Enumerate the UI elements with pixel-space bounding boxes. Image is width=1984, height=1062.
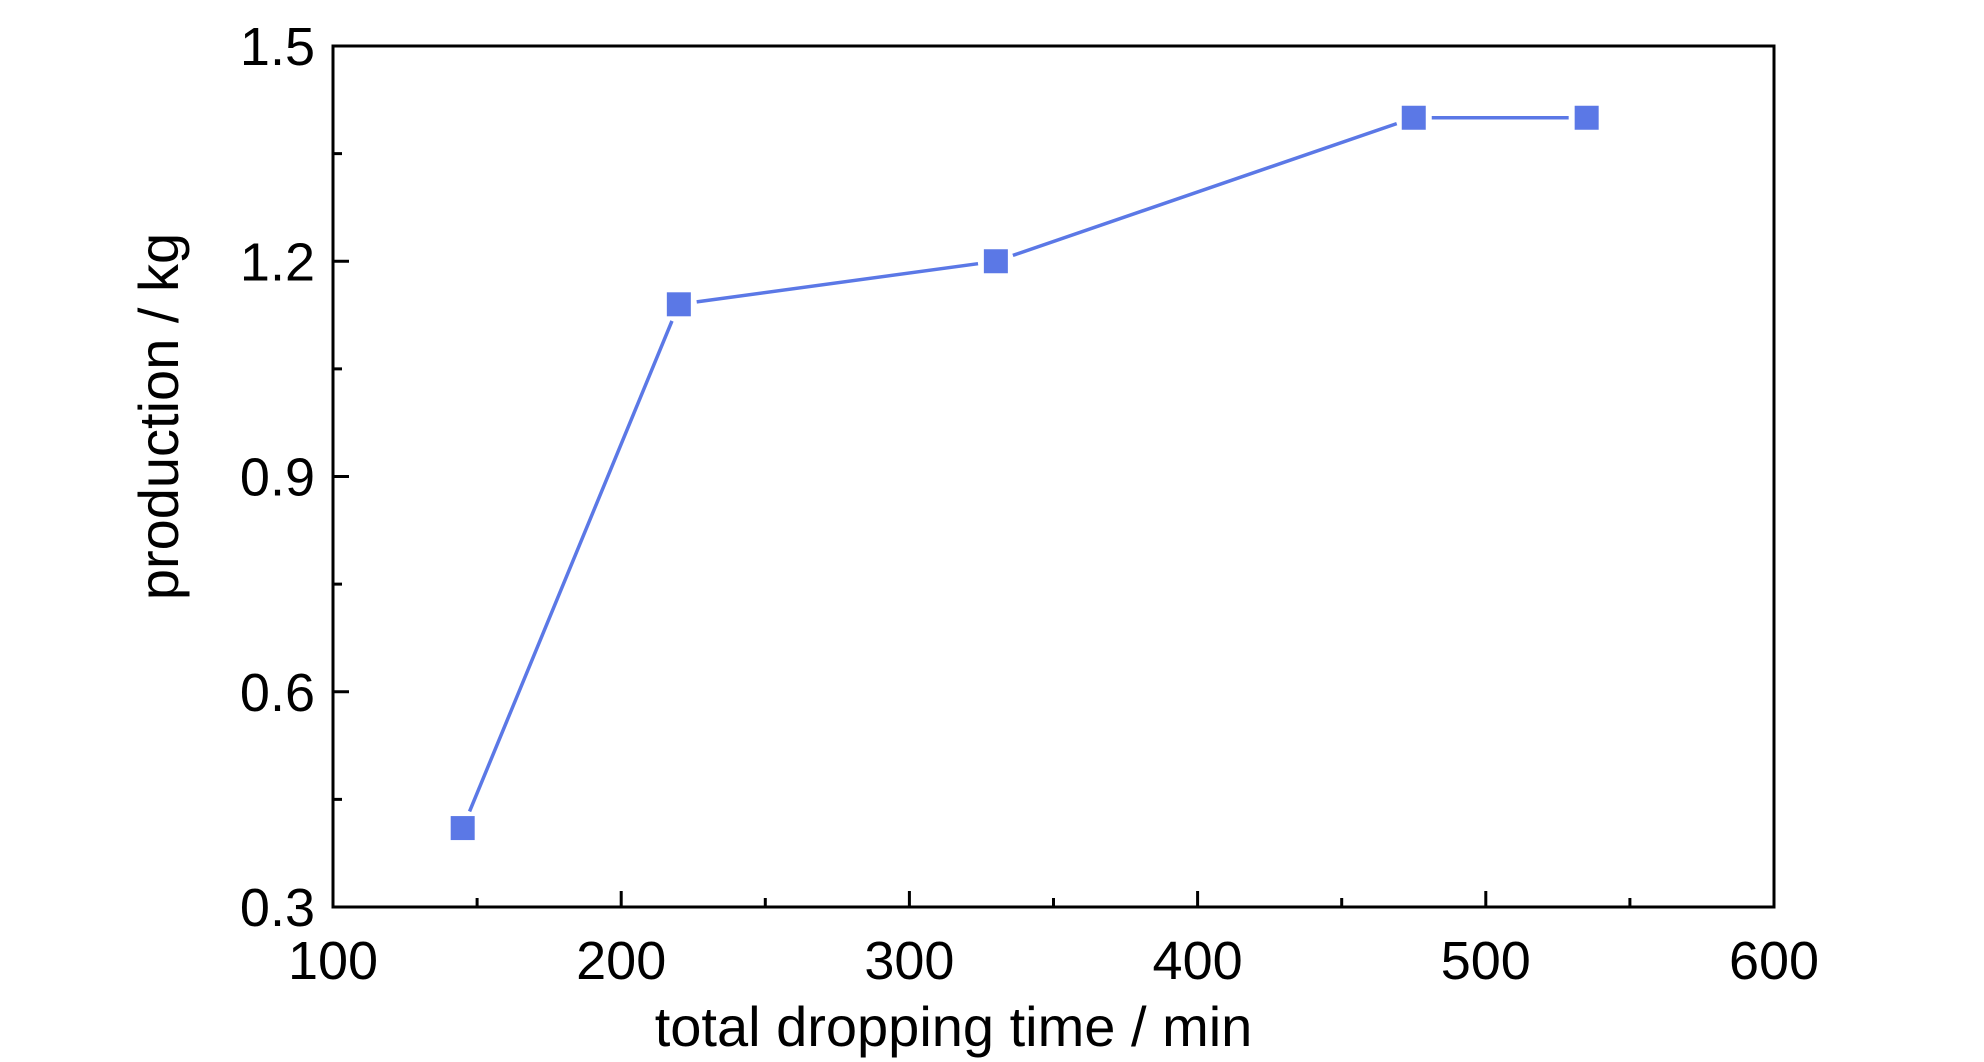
series-layer — [450, 105, 1599, 841]
series-line-segment — [1012, 121, 1398, 258]
axis-ticks — [331, 44, 1776, 909]
x-tick-label: 500 — [1441, 931, 1531, 991]
x-tick-label: 200 — [576, 931, 666, 991]
y-axis-title: production / kg — [127, 233, 190, 600]
data-point-marker — [983, 249, 1008, 274]
y-tick-label: 0.3 — [240, 878, 315, 938]
x-tick-label: 100 — [288, 931, 378, 991]
data-point-marker — [450, 816, 475, 841]
x-tick-label: 400 — [1153, 931, 1243, 991]
series-line-segment — [696, 261, 979, 304]
x-tick-label: 600 — [1729, 931, 1819, 991]
x-axis-title: total dropping time / min — [655, 995, 1253, 1058]
y-tick-label: 0.9 — [240, 448, 315, 508]
y-tick-label: 0.6 — [240, 663, 315, 723]
data-point-marker — [666, 292, 691, 317]
tick-labels: 100 200 300 400 500 600 0.3 0.6 0.9 1.2 1.5 — [240, 17, 1819, 991]
series-line-segment — [467, 320, 674, 813]
y-tick-label: 1.5 — [240, 17, 315, 77]
y-tick-label: 1.2 — [240, 232, 315, 292]
data-point-marker — [1574, 105, 1599, 130]
plot-frame — [331, 44, 1776, 909]
x-tick-label: 300 — [864, 931, 954, 991]
data-point-marker — [1401, 105, 1426, 130]
